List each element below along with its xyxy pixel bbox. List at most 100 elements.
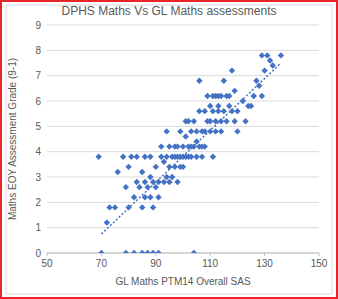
grid-line (47, 50, 319, 51)
point (139, 204, 145, 210)
y-tick-label: 2 (35, 197, 41, 208)
point (207, 118, 213, 124)
point (134, 154, 140, 160)
grid-line (47, 151, 319, 152)
title: DPHS Maths Vs GL Maths assessments (62, 4, 277, 18)
background (0, 0, 338, 299)
point (150, 204, 156, 210)
point (185, 118, 191, 124)
point (120, 154, 126, 160)
trend-line (101, 63, 281, 234)
point (139, 169, 145, 175)
point (218, 128, 224, 134)
point (139, 250, 145, 253)
point (125, 164, 131, 170)
point (158, 143, 164, 149)
x-axis-line (47, 253, 319, 254)
grid-line (47, 25, 319, 26)
grid-line (47, 227, 319, 228)
point (251, 93, 257, 99)
point (153, 164, 159, 170)
point (223, 118, 229, 124)
y-tick-label: 1 (35, 222, 41, 233)
x-tick (155, 253, 156, 256)
point (131, 194, 137, 200)
point (231, 118, 237, 124)
point (144, 250, 150, 253)
point (174, 179, 180, 185)
grid-line (47, 253, 319, 254)
point (112, 204, 118, 210)
y-tick-label: 9 (35, 20, 41, 31)
point (147, 154, 153, 160)
y-tick-label: 5 (35, 121, 41, 132)
x-tick-label: 110 (202, 258, 218, 269)
x-tick-label: 90 (150, 258, 162, 269)
y-tick-label: 8 (35, 45, 41, 56)
point (180, 164, 186, 170)
point (98, 250, 104, 253)
point (155, 250, 161, 253)
point (177, 128, 183, 134)
y-tick-label: 4 (35, 146, 41, 157)
point (234, 128, 240, 134)
x-tick-label: 130 (256, 258, 273, 269)
outer-border (1, 1, 337, 298)
point (104, 219, 110, 225)
point (231, 88, 237, 94)
x-tick-label: 70 (96, 258, 108, 269)
x-tick-label: 150 (311, 258, 328, 269)
point (210, 154, 216, 160)
point (278, 52, 284, 58)
point (183, 133, 189, 139)
point (267, 57, 273, 63)
y-axis-label: Maths EOY Assessment Grade (9-1) (7, 58, 18, 220)
grid-line (47, 202, 319, 203)
point (163, 128, 169, 134)
point (150, 250, 156, 253)
x-axis-label: GL Maths PTM14 Overall SAS (115, 276, 251, 287)
point (166, 179, 172, 185)
y-tick-label: 0 (35, 248, 41, 259)
point (234, 108, 240, 114)
x-tick (47, 253, 48, 256)
point (191, 118, 197, 124)
point (193, 138, 199, 144)
point (259, 93, 265, 99)
point (123, 184, 129, 190)
grid-line (47, 101, 319, 102)
point (207, 103, 213, 109)
point (153, 184, 159, 190)
point (180, 143, 186, 149)
point (169, 174, 175, 180)
point (136, 184, 142, 190)
point (248, 103, 254, 109)
point (115, 169, 121, 175)
point (161, 159, 167, 165)
x-tick (264, 253, 265, 256)
x-tick-label: 50 (41, 258, 53, 269)
point (155, 194, 161, 200)
y-tick-label: 7 (35, 70, 41, 81)
point (147, 174, 153, 180)
point (123, 250, 129, 253)
y-tick-label: 6 (35, 96, 41, 107)
point (131, 250, 137, 253)
chart-area (6, 5, 332, 294)
point (221, 108, 227, 114)
point (196, 78, 202, 84)
point (134, 179, 140, 185)
point (147, 194, 153, 200)
x-tick (210, 253, 211, 256)
grid-line (47, 75, 319, 76)
point (202, 143, 208, 149)
point (264, 52, 270, 58)
x-tick (101, 253, 102, 256)
chart: DPHS Maths Vs GL Maths assessments012345… (0, 0, 338, 299)
plot (95, 52, 284, 253)
point (253, 78, 259, 84)
grid-line (47, 126, 319, 127)
point (199, 154, 205, 160)
point (261, 67, 267, 73)
point (226, 93, 232, 99)
